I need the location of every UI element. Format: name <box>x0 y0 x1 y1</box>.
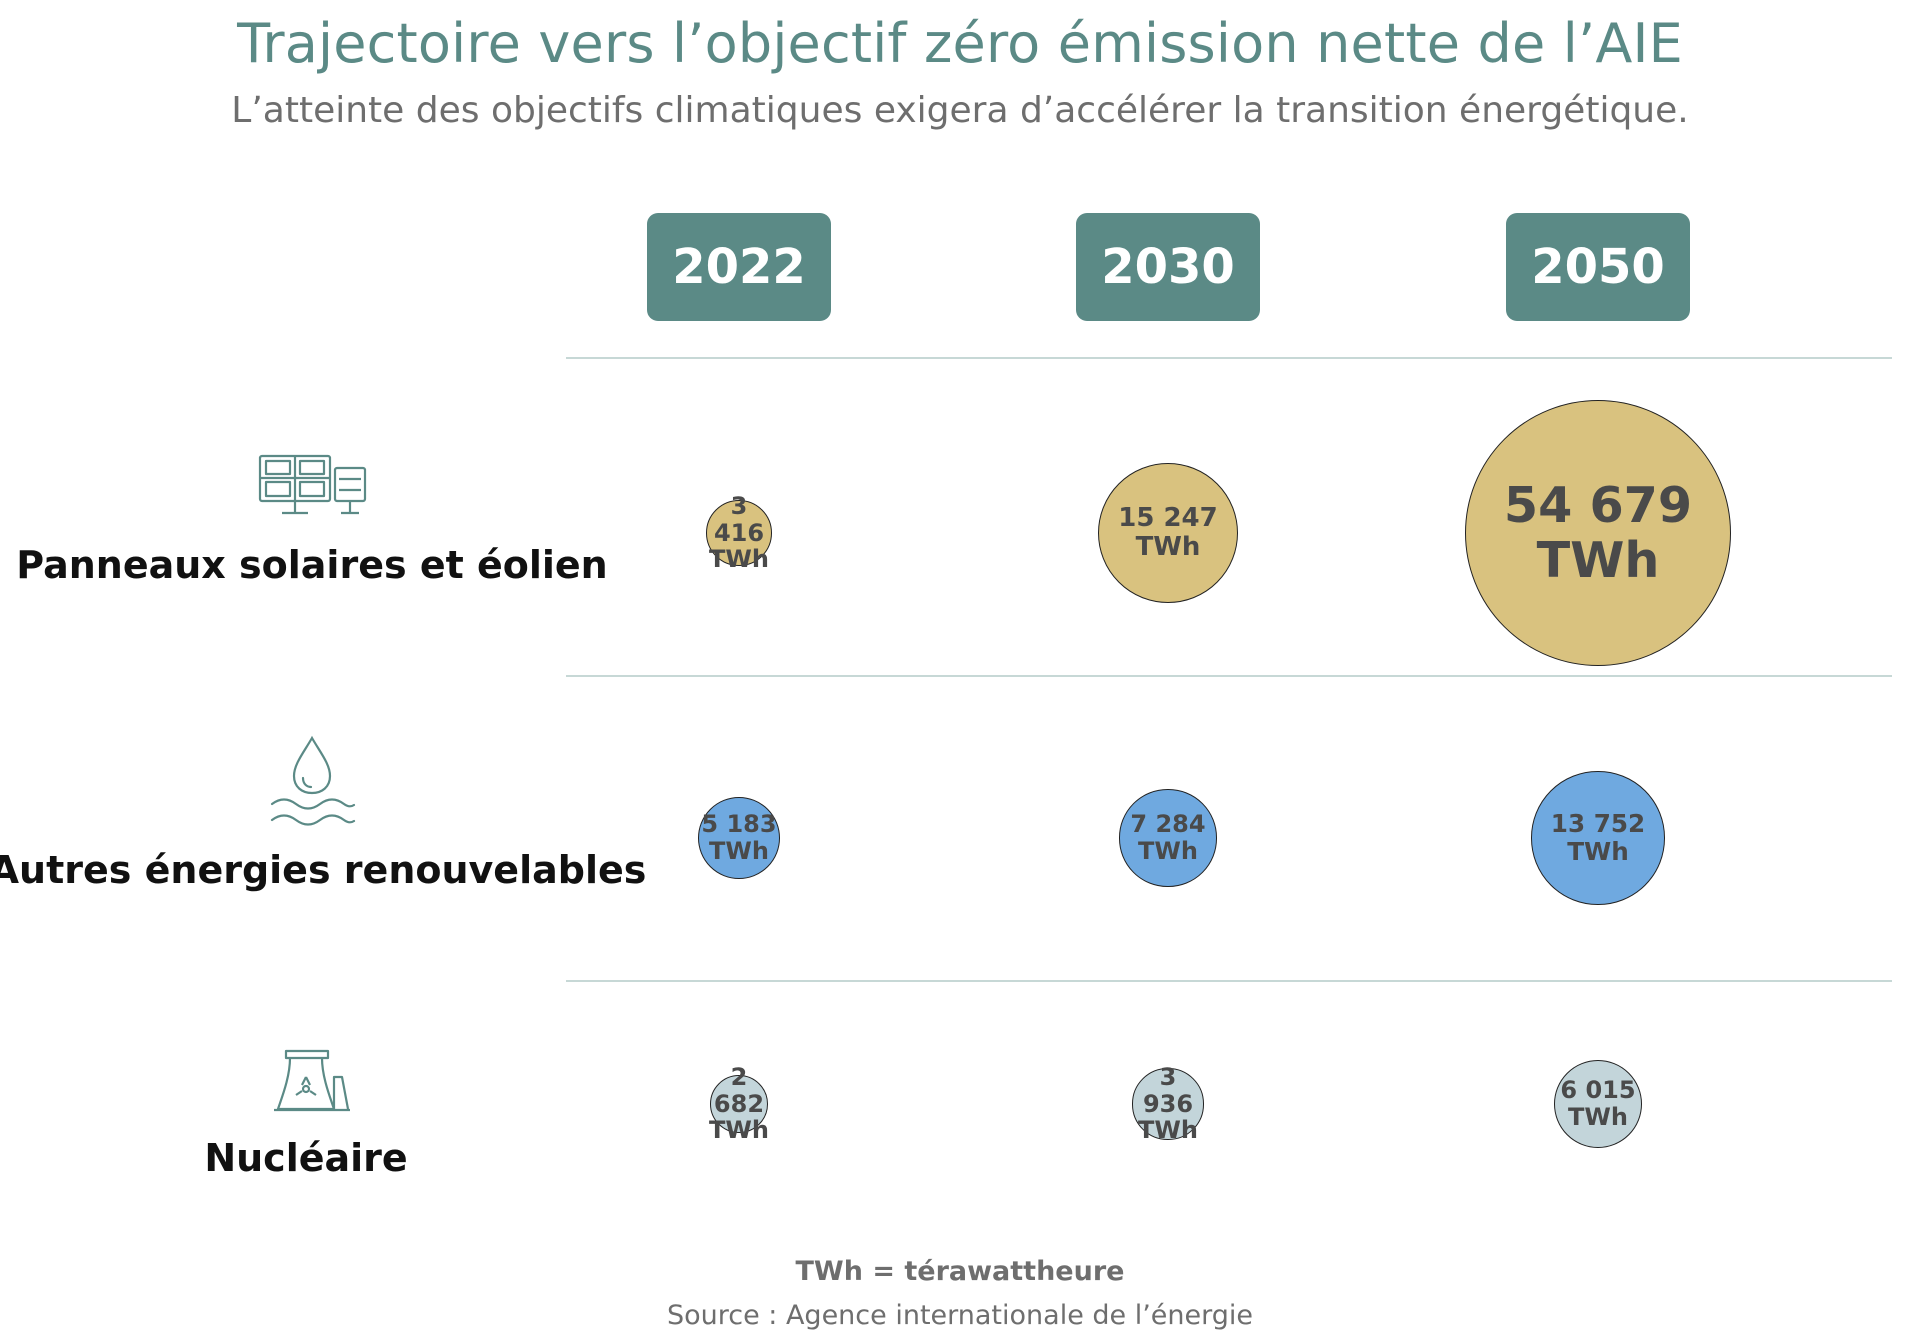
row-divider <box>566 980 1892 982</box>
row-label-other-renewables: Autres énergies renouvelables <box>0 848 647 892</box>
bubble-value-label: 7 284 <box>1130 810 1206 839</box>
bubble-unit-label: TWh <box>1567 836 1629 866</box>
bubble-other-renewables-2030: 7 284 TWh <box>1119 789 1217 887</box>
water-drop-icon <box>270 735 356 826</box>
bubble-solar-wind-2050: 54 679 TWh <box>1465 400 1731 666</box>
nuclear-plant-icon <box>274 1049 350 1112</box>
unit-footnote: TWh = térawattheure <box>795 1256 1125 1287</box>
bubble-unit-label: TWh <box>1568 1102 1628 1131</box>
bubble-nuclear-2050: 6 015 TWh <box>1553 1059 1643 1149</box>
row-label-solar-wind: Panneaux solaires et éolien <box>16 543 608 587</box>
bubble-unit-label: TWh <box>709 1116 769 1145</box>
bubble-value-label: 6 015 <box>1560 1076 1636 1105</box>
bubble-value-label: 3 936 <box>1142 1062 1194 1118</box>
bubble-value-label: 54 679 <box>1503 475 1693 534</box>
bubble-other-renewables-2022: 5 183 TWh <box>698 797 780 879</box>
bubble-value-label: 13 752 <box>1550 809 1646 839</box>
bubble-solar-wind-2030: 15 247 TWh <box>1097 462 1239 604</box>
bubble-unit-label: TWh <box>1135 531 1201 562</box>
solar-panel-icon <box>258 454 367 515</box>
row-divider <box>566 357 1892 359</box>
bubble-value-label: 15 247 <box>1118 502 1218 533</box>
chart-subtitle: L’atteinte des objectifs climatiques exi… <box>231 90 1689 131</box>
bubble-unit-label: TWh <box>709 545 769 574</box>
bubble-unit-label: TWh <box>1138 1116 1198 1145</box>
bubble-value-label: 3 416 <box>713 491 765 547</box>
row-label-nuclear: Nucléaire <box>204 1136 408 1180</box>
bubble-unit-label: TWh <box>709 836 769 865</box>
bubble-value-label: 2 682 <box>713 1062 765 1118</box>
bubble-nuclear-2022: 2 682 TWh <box>709 1063 769 1144</box>
chart-title: Trajectoire vers l’objectif zéro émissio… <box>237 12 1683 75</box>
year-header-2050: 2050 <box>1506 213 1690 321</box>
bubble-unit-label: TWh <box>1536 531 1660 589</box>
row-divider <box>566 675 1892 677</box>
source-note: Source : Agence internationale de l’éner… <box>666 1300 1254 1331</box>
bubble-unit-label: TWh <box>1138 836 1198 865</box>
bubble-other-renewables-2050: 13 752 TWh <box>1531 771 1665 905</box>
bubble-solar-wind-2022: 3 416 TWh <box>705 492 773 573</box>
bubble-nuclear-2030: 3 936 TWh <box>1132 1063 1204 1144</box>
bubble-value-label: 5 183 <box>701 810 777 839</box>
year-header-2030: 2030 <box>1076 213 1260 321</box>
year-header-2022: 2022 <box>647 213 831 321</box>
